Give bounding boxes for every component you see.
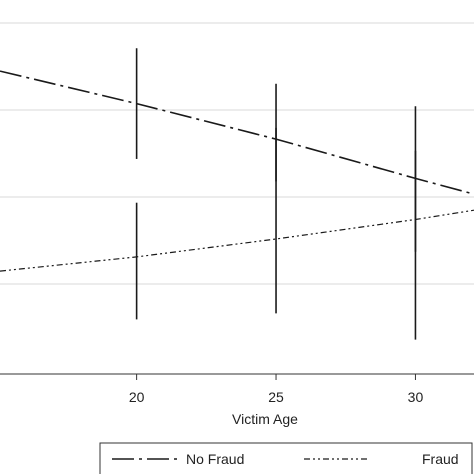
- series-line-no-fraud: [0, 70, 474, 195]
- x-axis-title: Victim Age: [232, 411, 298, 427]
- legend-label-fraud: Fraud: [422, 451, 459, 467]
- x-tick-label-30: 30: [408, 389, 424, 405]
- series-lines: [0, 70, 474, 272]
- legend: No Fraud Fraud: [99, 442, 473, 474]
- x-axis: 20 25 30: [0, 373, 474, 405]
- x-tick-label-20: 20: [129, 389, 145, 405]
- x-tick-label-25: 25: [268, 389, 284, 405]
- grid-lines: [0, 22, 474, 285]
- legend-label-no-fraud: No Fraud: [186, 451, 244, 467]
- confidence-intervals: [135, 48, 417, 340]
- series-line-fraud: [0, 209, 474, 272]
